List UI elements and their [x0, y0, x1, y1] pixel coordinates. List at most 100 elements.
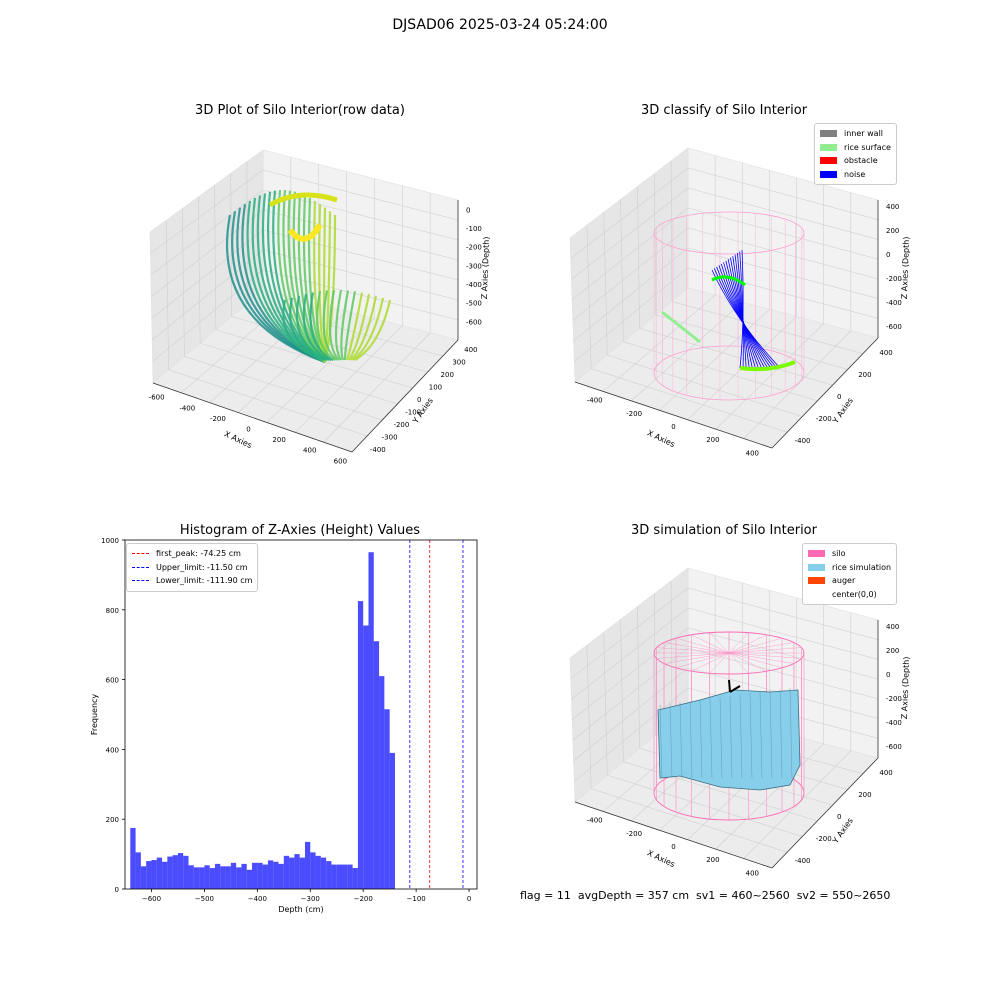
plot4-rice-mesh-line — [749, 693, 753, 779]
plot2-legend: inner wall rice surface obstacle noise — [814, 123, 897, 185]
plot4-silo-wire — [664, 642, 730, 654]
plot4-grid-line — [687, 647, 879, 700]
histogram-bar — [225, 866, 231, 889]
legend-item-upper-limit: Upper_limit: -11.50 cm — [132, 561, 252, 575]
plot4-y-tick-label: -400 — [795, 857, 811, 865]
plot1-data-curve — [295, 295, 330, 362]
histogram-bar — [204, 865, 210, 889]
plot1-x-axis-line — [152, 382, 353, 453]
legend-line — [132, 553, 149, 555]
histogram-y-tick-label: 1000 — [101, 537, 119, 545]
plot1-y-tick-label: -400 — [370, 446, 386, 454]
plot2-z-tick-label: -200 — [886, 275, 902, 283]
legend-label: silo — [832, 549, 846, 559]
plot1-grid-line — [266, 318, 375, 423]
plot2-grid-line — [715, 323, 824, 430]
plot1-grid-line — [184, 356, 383, 421]
plot2-grid-line — [572, 227, 689, 321]
plot1-y-tick-label: -200 — [393, 421, 409, 429]
plot1-y-tick-label: 0 — [417, 396, 421, 404]
plot4-rice-mesh-line — [789, 688, 793, 779]
plot2-grid-line — [607, 354, 803, 417]
plot4-grid-line — [607, 774, 803, 837]
plot4-silo-wire — [691, 634, 730, 654]
plot1-data-curve — [302, 195, 326, 363]
histogram-bar — [230, 862, 237, 889]
plot1-grid-line — [238, 311, 347, 413]
plot1-grid-line — [150, 169, 264, 254]
plot2-grid-line — [687, 187, 879, 240]
plot2-z-tick-label: -600 — [886, 323, 902, 331]
plot4-rice-mesh-line — [699, 699, 703, 779]
plot1-data-curve — [322, 290, 338, 361]
plot1-data-curve — [289, 297, 328, 362]
plot4-y-tick-label: -200 — [816, 835, 832, 843]
histogram-bar — [257, 862, 263, 889]
histogram-x-tick-label: −400 — [248, 895, 267, 903]
plot1-grid-line — [168, 369, 368, 437]
plot4-x-axis-line — [574, 801, 773, 869]
plot1-grid-line — [151, 209, 264, 297]
histogram-bar — [336, 864, 343, 889]
plot2-grid-line — [571, 207, 689, 300]
plot1-x-tick-label: -200 — [210, 415, 226, 423]
plot2-noise-curve — [739, 249, 744, 369]
plot4-y-axis-line — [771, 757, 879, 869]
histogram-bar — [384, 709, 390, 889]
plot1-x-tick-label: -600 — [149, 394, 165, 402]
plot1-z-tick-label: -200 — [466, 244, 482, 252]
legend-item-first-peak: first_peak: -74.25 cm — [132, 547, 252, 561]
histogram-x-axis-label: Depth (cm) — [278, 905, 323, 914]
legend-label: Lower_limit: -111.90 cm — [156, 576, 253, 586]
plot4-grid-line — [586, 645, 592, 789]
histogram-bar — [294, 854, 300, 889]
histogram-bar — [262, 864, 268, 889]
plot1-z-axis-label: Z Axies (Depth) — [480, 236, 491, 299]
histogram-bar — [209, 868, 215, 889]
legend-item-silo: silo — [808, 547, 891, 561]
plot1-title: 3D Plot of Silo Interior(row data) — [195, 103, 405, 118]
plot2-grid-line — [570, 167, 689, 259]
plot2-grid-line — [659, 309, 770, 411]
plot1-y-tick-label: 400 — [464, 346, 477, 354]
legend-swatch — [808, 563, 825, 571]
histogram-bar — [172, 855, 178, 889]
plot4-silo-wire — [728, 634, 767, 654]
histogram-x-tick-label: −100 — [407, 895, 426, 903]
plot1-y-tick-label: 200 — [441, 371, 454, 379]
histogram-bar — [379, 676, 385, 889]
legend-item-inner-wall: inner wall — [820, 127, 891, 141]
plot1-data-curve — [352, 297, 385, 361]
histogram-bar — [177, 853, 184, 889]
histogram-bar — [326, 861, 332, 889]
legend-label: rice simulation — [832, 562, 892, 572]
plot1-z-tick-label: -500 — [466, 300, 482, 308]
plot4-z-axis-label: Z Axies (Depth) — [900, 656, 911, 719]
plot2-y-tick-label: -200 — [816, 415, 832, 423]
histogram-bar — [347, 864, 353, 889]
legend-swatch — [820, 130, 837, 138]
plot1-x-tick-label: 200 — [272, 436, 285, 444]
plot4-rice-mesh-line — [669, 703, 673, 779]
plot4-grid-line — [687, 627, 879, 680]
plot2-grid-line — [671, 301, 863, 355]
plot1-x-tick-label: 0 — [246, 426, 250, 434]
legend-label: inner wall — [844, 129, 884, 139]
plot2-rice-surface-curve — [711, 275, 746, 287]
plot1-y-tick-label: 300 — [452, 359, 465, 367]
plot4-silo-wire — [691, 652, 730, 672]
plot4-silo-wire — [728, 642, 794, 654]
plot2-grid-line — [653, 173, 657, 315]
plot1-z-tick-label: -300 — [466, 262, 482, 270]
plot1-data-curve — [345, 292, 364, 361]
histogram-x-tick-label: −200 — [354, 895, 373, 903]
histogram-bar — [214, 863, 221, 889]
legend-item-noise: noise — [820, 168, 891, 182]
plot1-grid-line — [214, 185, 217, 330]
plot1-data-curve — [343, 291, 357, 361]
plot4-rice-mesh-line — [739, 694, 743, 779]
plot2-y-axis-label: Y Axies — [830, 396, 855, 426]
histogram-bar — [246, 869, 253, 889]
histogram-y-tick-label: 600 — [106, 677, 119, 685]
